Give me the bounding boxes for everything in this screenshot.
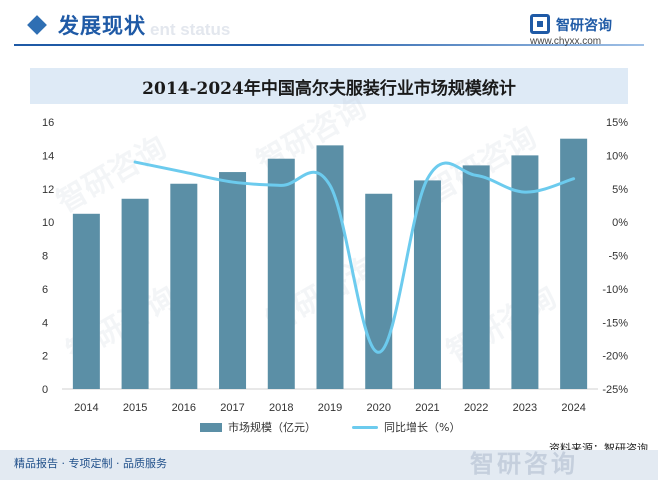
- x-tick-label: 2022: [464, 402, 488, 414]
- section-ghost-text: ent status: [150, 20, 231, 39]
- y-right-tick-label: -5%: [608, 251, 628, 263]
- bar: [462, 165, 490, 389]
- x-tick-label: 2020: [366, 402, 390, 414]
- x-tick-label: 2014: [74, 402, 98, 414]
- y-left-tick-label: 14: [42, 150, 54, 162]
- bar: [316, 145, 344, 389]
- x-tick-label: 2021: [415, 402, 439, 414]
- bar: [170, 183, 198, 389]
- y-right-tick-label: -20%: [602, 351, 628, 363]
- x-tick-label: 2018: [269, 402, 293, 414]
- bar: [365, 193, 393, 389]
- y-right-tick-label: 5%: [612, 184, 628, 196]
- y-left-tick-label: 10: [42, 217, 54, 229]
- x-tick-label: 2017: [220, 402, 244, 414]
- y-left-tick-label: 12: [42, 184, 54, 196]
- bar: [511, 155, 539, 389]
- bar: [72, 213, 100, 389]
- x-tick-label: 2024: [561, 402, 585, 414]
- footer-logo: 智研咨询: [470, 450, 578, 478]
- legend-line-swatch: [352, 425, 378, 429]
- y-left-tick-label: 16: [42, 117, 54, 129]
- chart-title-band: 2014-2024年中国高尔夫服装行业市场规模统计: [30, 68, 628, 104]
- y-right-tick-label: 10%: [606, 150, 628, 162]
- x-tick-label: 2015: [123, 402, 147, 414]
- legend-bar-swatch: [200, 422, 222, 432]
- legend-label: 市场规模（亿元）: [228, 421, 316, 434]
- y-left-tick-label: 8: [42, 251, 48, 263]
- section-title: 发展现状: [58, 13, 146, 38]
- y-right-tick-label: -10%: [602, 284, 628, 296]
- y-left-tick-label: 4: [42, 317, 48, 329]
- y-left-tick-label: 2: [42, 351, 48, 363]
- bar: [560, 138, 588, 389]
- brand-url: www.chyxx.com: [530, 36, 602, 47]
- header: 发展现状 ent status: [0, 0, 658, 48]
- chart-title: 2014-2024年中国高尔夫服装行业市场规模统计: [142, 79, 516, 99]
- bar: [219, 172, 247, 389]
- brand-logo-icon: [530, 14, 550, 34]
- footer-text: 精品报告 · 专项定制 · 品质服务: [14, 457, 167, 470]
- y-left-tick-label: 6: [42, 284, 48, 296]
- x-tick-label: 2019: [318, 402, 342, 414]
- legend-item-bar: 市场规模（亿元）: [200, 418, 316, 436]
- y-right-tick-label: 15%: [606, 117, 628, 129]
- bar: [267, 158, 295, 389]
- brand-name: 智研咨询: [556, 17, 612, 33]
- x-tick-label: 2016: [172, 402, 196, 414]
- growth-line: [133, 160, 576, 354]
- legend: 市场规模（亿元） 同比增长（%）: [0, 418, 658, 436]
- y-right-tick-label: 0%: [612, 217, 628, 229]
- header-divider: [14, 44, 644, 46]
- y-right-tick-label: -25%: [602, 384, 628, 396]
- legend-item-line: 同比增长（%）: [352, 418, 460, 436]
- bar: [413, 180, 441, 389]
- brand: 智研咨询 www.chyxx.com: [530, 14, 640, 48]
- footer: 精品报告 · 专项定制 · 品质服务 智研咨询: [0, 450, 658, 480]
- bar: [121, 198, 149, 389]
- y-right-tick-label: -15%: [602, 317, 628, 329]
- y-left-tick-label: 0: [42, 384, 48, 396]
- x-tick-label: 2023: [513, 402, 537, 414]
- legend-label: 同比增长（%）: [384, 421, 461, 434]
